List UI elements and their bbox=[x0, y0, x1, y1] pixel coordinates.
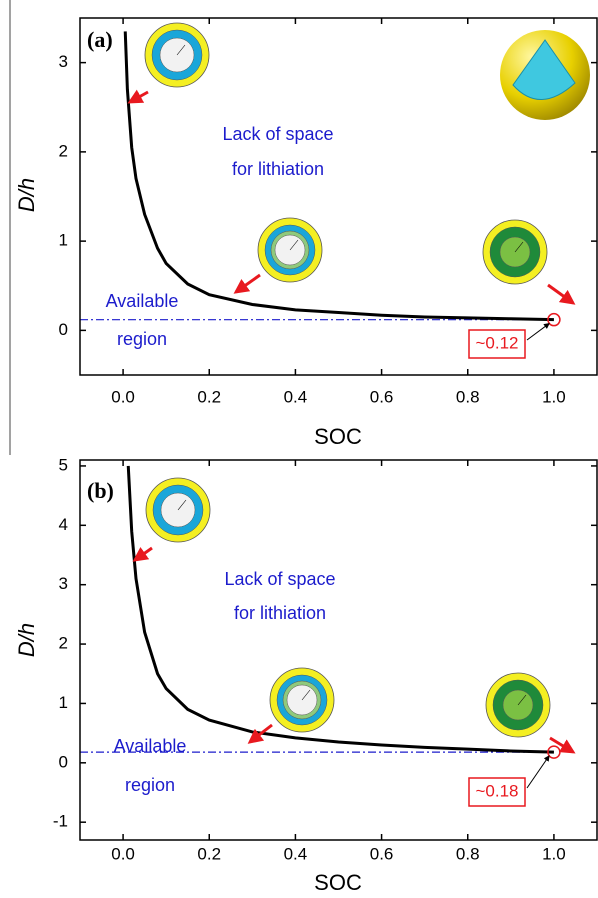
icon-arrow bbox=[247, 723, 273, 744]
pointer bbox=[526, 755, 550, 789]
pointer bbox=[526, 322, 550, 341]
x-tick-label: 1.0 bbox=[542, 387, 566, 406]
x-tick-label: 0.8 bbox=[456, 844, 480, 863]
plot-frame bbox=[79, 459, 598, 841]
y-tick-label: 4 bbox=[59, 515, 68, 534]
y-tick-label: 1 bbox=[59, 693, 68, 712]
y-tick-label: 1 bbox=[59, 231, 68, 250]
y-tick-label: -1 bbox=[53, 812, 68, 831]
y-tick-label: 5 bbox=[59, 455, 68, 474]
threshold-box bbox=[468, 329, 526, 359]
icon-arrow bbox=[233, 273, 261, 294]
y-tick-label: 0 bbox=[59, 320, 68, 339]
curve bbox=[123, 31, 554, 322]
icon bbox=[177, 499, 187, 511]
threshold-label: ~0.12 bbox=[475, 333, 518, 352]
curve bbox=[126, 465, 554, 754]
y-tick-label: 2 bbox=[59, 634, 68, 653]
icon bbox=[301, 689, 311, 701]
x-tick-label: 0.4 bbox=[284, 387, 308, 406]
icon bbox=[176, 44, 186, 56]
annotation: for lithiation bbox=[234, 603, 326, 623]
y-tick-label: 3 bbox=[59, 52, 68, 71]
y-tick-label: 0 bbox=[59, 752, 68, 771]
y-axis-label: D/h bbox=[14, 623, 39, 657]
sphere-cut bbox=[512, 39, 576, 100]
annotation: Lack of space bbox=[222, 124, 333, 144]
y-tick-label: 3 bbox=[59, 574, 68, 593]
x-tick-label: 0.8 bbox=[456, 387, 480, 406]
annotation: Available bbox=[114, 736, 187, 756]
icon-arrow bbox=[549, 736, 576, 754]
x-tick-label: 1.0 bbox=[542, 844, 566, 863]
annotation: region bbox=[117, 329, 167, 349]
x-axis-label: SOC bbox=[314, 424, 362, 449]
plot-frame bbox=[79, 17, 598, 376]
x-tick-label: 0.0 bbox=[111, 844, 135, 863]
x-tick-label: 0.2 bbox=[197, 387, 221, 406]
y-axis-label: D/h bbox=[14, 178, 39, 212]
annotation: Lack of space bbox=[224, 569, 335, 589]
annotation: region bbox=[125, 775, 175, 795]
icon-arrow bbox=[547, 283, 576, 305]
icon-arrow bbox=[127, 89, 149, 104]
threshold-label: ~0.18 bbox=[475, 781, 518, 800]
x-tick-label: 0.6 bbox=[370, 844, 394, 863]
x-tick-label: 0.4 bbox=[284, 844, 308, 863]
annotation: Available bbox=[106, 291, 179, 311]
icon bbox=[514, 241, 524, 253]
x-axis-label: SOC bbox=[314, 870, 362, 895]
annotation: for lithiation bbox=[232, 159, 324, 179]
panel-label: (b) bbox=[87, 478, 114, 503]
y-tick-label: 2 bbox=[59, 141, 68, 160]
icon-arrow bbox=[132, 546, 153, 562]
icon bbox=[289, 239, 299, 251]
threshold-marker bbox=[547, 312, 561, 327]
icon bbox=[517, 694, 527, 706]
x-tick-label: 0.0 bbox=[111, 387, 135, 406]
panel-label: (a) bbox=[87, 27, 113, 52]
x-tick-label: 0.2 bbox=[197, 844, 221, 863]
x-tick-label: 0.6 bbox=[370, 387, 394, 406]
threshold-box bbox=[468, 777, 526, 807]
